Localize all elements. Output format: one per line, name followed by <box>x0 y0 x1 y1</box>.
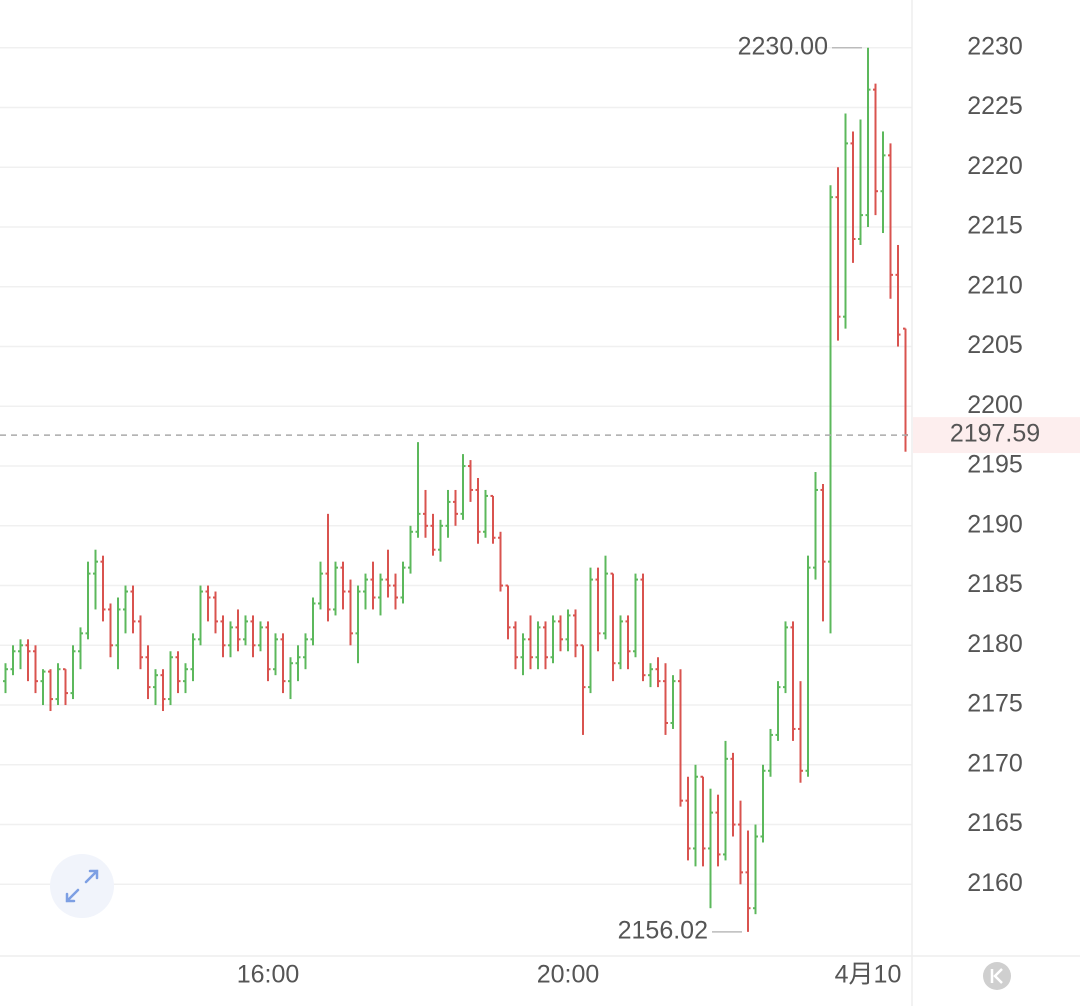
y-tick-label: 2160 <box>967 869 1023 897</box>
y-tick-label: 2220 <box>967 152 1023 180</box>
expand-icon <box>65 869 99 903</box>
extreme-label: 2156.02 <box>618 916 708 944</box>
last-price-box <box>913 417 1080 454</box>
kline-bg <box>983 962 1011 990</box>
axis-panel <box>912 0 1080 1006</box>
y-tick-label: 2205 <box>967 331 1023 359</box>
kline-icon <box>990 968 1003 984</box>
x-tick-label: 16:00 <box>237 961 300 989</box>
y-tick-label: 2210 <box>967 271 1023 299</box>
last-price-label: 2197.59 <box>950 420 1040 448</box>
expand-button[interactable] <box>50 854 114 918</box>
y-tick-label: 2215 <box>967 212 1023 240</box>
extreme-label: 2230.00 <box>738 32 828 60</box>
y-tick-label: 2180 <box>967 630 1023 658</box>
y-tick-label: 2190 <box>967 510 1023 538</box>
x-tick-label: 20:00 <box>537 961 600 989</box>
y-tick-label: 2175 <box>967 690 1023 718</box>
y-tick-label: 2195 <box>967 451 1023 479</box>
x-tick-label: 4月10 <box>835 961 902 989</box>
y-tick-label: 2170 <box>967 749 1023 777</box>
y-tick-label: 2230 <box>967 32 1023 60</box>
expand-bg <box>50 854 114 918</box>
y-tick-label: 2225 <box>967 92 1023 120</box>
y-tick-label: 2185 <box>967 570 1023 598</box>
y-tick-label: 2165 <box>967 809 1023 837</box>
kline-button[interactable] <box>983 962 1011 990</box>
y-tick-label: 2200 <box>967 391 1023 419</box>
